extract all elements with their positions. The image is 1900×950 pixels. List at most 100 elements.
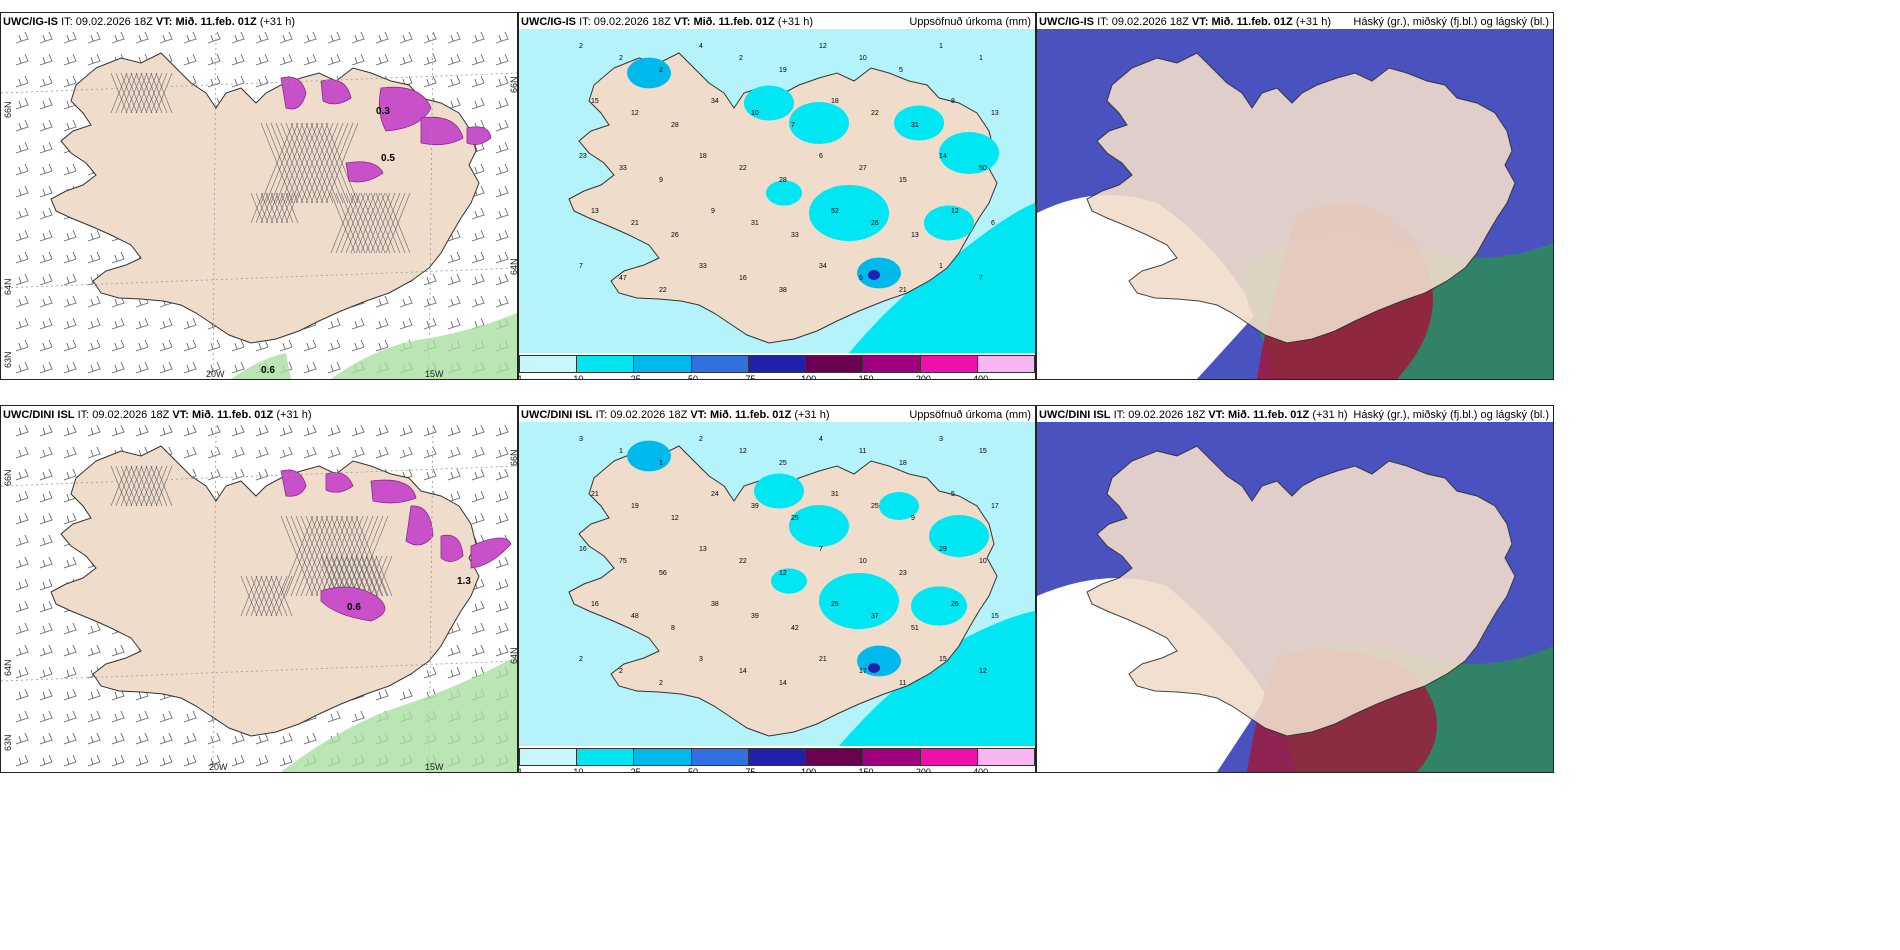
wind-barb [447,666,461,679]
right-lat-label-66n: 66N [509,449,518,466]
snow-area [420,116,464,146]
wind-barb [63,317,77,330]
wind-barb [471,644,485,657]
precip-value: 6 [819,153,823,160]
iceland-landmass [1086,445,1516,737]
wind-barb [39,710,53,723]
wind-barb [303,446,317,459]
colorbar-swatches [519,748,1035,766]
lat-label-63n: 63N [3,351,13,368]
precip-value: 21 [899,287,907,294]
wind-barb [399,446,413,459]
wind-barb [39,141,53,154]
wind-barb [15,185,29,198]
wind-barb [63,163,77,176]
cloud-panel-igis: UWC/IG-IS IT: 09.02.2026 18Z VT: Mið. 11… [1036,12,1554,380]
hatch-line [110,465,128,507]
precip-value: 9 [911,515,915,522]
wind-barb [183,317,197,330]
wind-barb [399,53,413,66]
precip-blobs [627,440,989,677]
precip-blob [939,132,999,174]
wind-barb [135,317,149,330]
wind-barb [471,97,485,110]
wind-barb [39,185,53,198]
precip-value: 16 [579,546,587,553]
wind-barb [63,644,77,657]
wind-barb [63,75,77,88]
wind-barb [15,361,29,374]
lon-label-20w: 20W [209,762,228,772]
precip-value: 11 [899,680,906,687]
precip-value: 34 [819,263,827,270]
hatch-line [300,515,334,597]
wind-barb [399,295,413,308]
wind-barb [495,31,509,44]
wind-barb [399,317,413,330]
wind-barb [39,732,53,745]
wind-barb [63,754,77,767]
wind-barb [423,424,437,437]
precip-blob [789,102,849,144]
precip-value: 15 [991,613,999,620]
wind-barb [15,31,29,44]
wind-barb [15,207,29,220]
colorbar-swatch [806,749,864,765]
wind-barb [255,754,269,767]
wind-barb [495,622,509,635]
precip-value: 25 [831,601,839,608]
hatch-line [360,555,378,597]
wind-barb [231,31,245,44]
colorbar-tick-label: 200 [915,374,931,380]
wind-barb [159,317,173,330]
precip-value: 2 [579,656,583,663]
colorbar-swatch [920,356,978,372]
hatch-line [125,465,143,507]
colorbar-swatch [634,749,692,765]
value-label: 0.5 [381,153,395,164]
precip-value: 1 [659,460,663,467]
precip-heavy-sea [839,611,1035,746]
wind-barb [207,424,221,437]
colorbar-swatch [863,749,921,765]
wind-barb [351,710,365,723]
precip-value: 16 [591,601,599,608]
wind-barb [39,31,53,44]
precip-value: 12 [951,208,959,215]
wind-barb [15,512,29,525]
wind-barb [231,732,245,745]
iceland-map-clouds [1037,422,1553,772]
precip-value: 31 [751,220,759,227]
wind-barb [15,556,29,569]
wind-barb [39,644,53,657]
precip-value: 7 [579,263,583,270]
wind-barb [159,732,173,745]
wind-barb [447,446,461,459]
wind-barb [279,424,293,437]
wind-barb [207,754,221,767]
hatch-line [370,192,396,254]
precip-blob [744,85,794,121]
precip-value: 1 [619,448,623,455]
wind-barb [39,600,53,613]
hatch-line [135,465,153,507]
wind-barb [495,446,509,459]
precip-value: 12 [739,448,747,455]
right-lat-label-64n: 64N [509,647,518,664]
iceland-landmass [1086,52,1516,344]
precip-value: 7 [819,546,823,553]
precip-value: 14 [739,668,747,675]
wind-barb [447,31,461,44]
wind-barb [63,446,77,459]
colorbar-tick-label: 50 [687,767,699,773]
lat-label-63n: 63N [3,734,13,751]
wind-barb [207,75,221,88]
hatch-line [305,122,339,204]
wind-barb [63,31,77,44]
colorbar-swatch [520,356,578,372]
hatch-line [275,575,293,617]
wind-barb [135,339,149,352]
wind-barb [159,754,173,767]
wind-barb [39,424,53,437]
panel-title: UWC/IG-IS IT: 09.02.2026 18Z VT: Mið. 11… [521,16,813,28]
